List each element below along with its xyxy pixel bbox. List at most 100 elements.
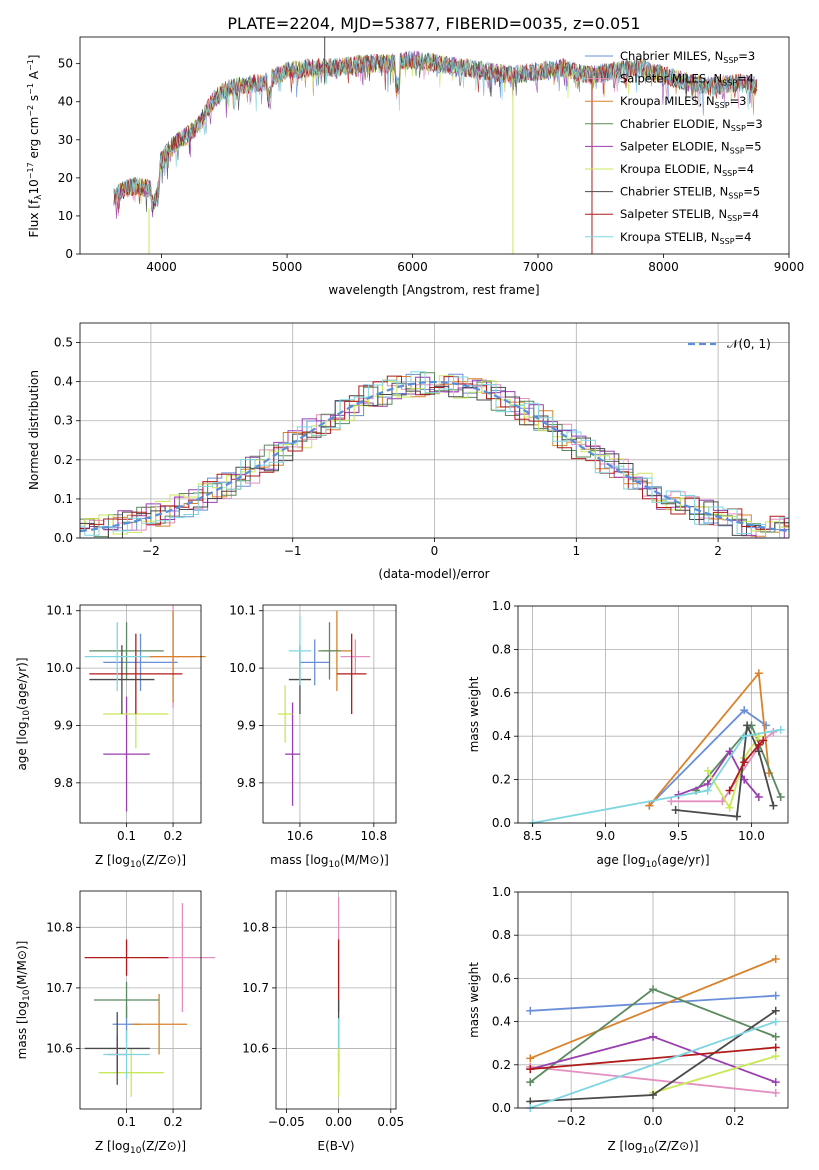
spectrum-line-chabrier_stelib (113, 51, 758, 213)
point-marker-kroupa_elodie (725, 803, 734, 812)
y-tick-label: 0.0 (492, 1101, 511, 1115)
y-tick-label: 10.1 (229, 604, 256, 618)
y-tick-label: 10.0 (46, 661, 73, 675)
legend-entry-chabrier_elodie: Chabrier ELODIE, NSSP=3 (620, 117, 763, 133)
y-axis-label: Normed distribution (27, 370, 41, 490)
legend-entry-chabrier_miles: Chabrier MILES, NSSP=3 (620, 49, 755, 65)
legend-entry-chabrier_stelib: Chabrier STELIB, NSSP=5 (620, 185, 760, 201)
legend-subscript: SSP (722, 169, 737, 178)
x-tick-label: 1 (572, 544, 580, 558)
y-tick-label: 0.8 (492, 642, 511, 656)
y-axis-label-part: ] (27, 55, 41, 60)
label-part: (age/yr)] (15, 657, 29, 709)
label-subscript: 10 (130, 860, 142, 870)
series-line-kroupa_stelib (530, 1020, 776, 1109)
age-vs-metallicity-panel: 0.1 0.29.89.910.010.1Z [log10(Z/Z⊙)]age [… (15, 604, 206, 870)
y-tick-label: 0.4 (492, 729, 511, 743)
histogram-chabrier_stelib (80, 382, 789, 539)
axes-frame (79, 604, 202, 824)
y-tick-label: 9.9 (54, 718, 73, 732)
legend-value: =3 (738, 49, 755, 63)
axes-frame (275, 890, 397, 1110)
point-marker-chabrier_stelib (649, 1091, 657, 1100)
label-part: mass [log (270, 853, 328, 867)
x-tick-label: 0.00 (325, 1115, 352, 1129)
point-marker-kroupa_miles (526, 1054, 535, 1063)
point-marker-salpeter_miles (667, 797, 676, 806)
y-tick-label: 1.0 (492, 885, 511, 899)
spectrum-line-salpeter_stelib (113, 51, 758, 213)
legend-value: =4 (737, 72, 754, 86)
y-tick-label: 0.2 (54, 453, 73, 467)
y-axis-label: mass weight (467, 962, 481, 1038)
y-tick-label: 50 (58, 57, 73, 71)
x-tick-label: 2 (714, 544, 722, 558)
x-tick-label: 0.2 (164, 1115, 183, 1129)
y-axis-label-part: A (27, 70, 41, 83)
x-axis-label: E(B-V) (317, 1139, 354, 1153)
point-marker-salpeter_elodie (725, 747, 734, 756)
x-tick-label: 0 (431, 544, 439, 558)
legend-entry-salpeter_miles: Salpeter MILES, NSSP=4 (620, 72, 754, 88)
point-marker-salpeter_stelib (771, 1043, 780, 1052)
point-marker-chabrier_stelib (732, 812, 741, 821)
y-tick-label: 0.2 (492, 773, 511, 787)
y-axis-label-part: 10 (27, 179, 41, 194)
legend-value: =5 (743, 185, 760, 199)
spectrum-line-kroupa_stelib (113, 50, 758, 208)
label-subscript: 10 (22, 989, 32, 1001)
series-line-kroupa_stelib (532, 728, 781, 824)
label-subscript: 10 (22, 710, 32, 722)
plot-area (518, 606, 788, 823)
mass-weight-vs-age-panel: 8.5 9.0 9.5 10.0 0.0 0.2 0.4 0.6 0.8 1.0 age [log1… (467, 599, 789, 870)
plot-area (276, 891, 396, 1109)
histogram-salpeter_stelib (80, 375, 789, 530)
legend-value: =4 (735, 230, 752, 244)
point-marker-kroupa_miles (771, 954, 780, 963)
x-tick-label: 0.05 (377, 1115, 404, 1129)
legend-text: Chabrier MILES, N (620, 49, 723, 63)
x-axis-label: (data-model)/error (378, 567, 489, 581)
legend-text: Kroupa MILES, N (620, 94, 715, 108)
y-axis-label: mass weight (467, 676, 481, 752)
x-axis-label: Z [log10(Z/Z⊙)] (95, 1139, 186, 1156)
y-tick-label: 0.5 (54, 336, 73, 350)
label-part: mass [log (15, 1001, 29, 1059)
legend-value: =4 (737, 162, 754, 176)
age-vs-mass-panel: 10.6 10.8 9.8 9.9 10.0 10.1 mass [log10(M/M⊙)] (229, 604, 397, 870)
y-axis-label-part: −2 (26, 105, 35, 117)
legend-subscript: SSP (731, 124, 746, 133)
legend-value: =5 (745, 139, 762, 153)
series-line-salpeter_miles (530, 1066, 776, 1094)
x-tick-label: 8000 (648, 260, 679, 274)
y-axis-label-part: −1 (26, 59, 35, 71)
mass-vs-metallicity-panel: 0.1 0.210.610.710.8Z [log10(Z/Z⊙)]mass [l… (15, 890, 215, 1156)
legend-subscript: SSP (720, 237, 735, 246)
label-part: age [log (15, 721, 29, 770)
y-tick-label: 0.6 (492, 971, 511, 985)
legend-subscript: SSP (727, 214, 742, 223)
label-part: age [log (596, 853, 645, 867)
label-part: (Z/Z⊙)] (141, 853, 186, 867)
legend-text: Chabrier STELIB, N (620, 185, 728, 199)
y-tick-label: 0.1 (54, 492, 73, 506)
y-tick-label: 9.8 (54, 776, 73, 790)
series-line-kroupa_miles (529, 958, 777, 1060)
legend-subscript: SSP (723, 56, 738, 65)
y-tick-label: 0.0 (492, 816, 511, 830)
axes-frame (79, 890, 202, 1110)
y-tick-label: 20 (58, 171, 73, 185)
x-tick-label: −0.05 (268, 1115, 305, 1129)
y-axis-label: Flux [fλ10−17 erg cm−2 s−1 A−1] (26, 55, 44, 238)
legend-text: Salpeter ELODIE, N (620, 139, 730, 153)
label-part: Z [log (95, 1139, 130, 1153)
x-tick-label: 9.5 (669, 829, 688, 843)
x-tick-label: 4000 (146, 260, 177, 274)
x-tick-label: 0.2 (164, 829, 183, 843)
point-marker-kroupa_stelib (703, 786, 712, 795)
series-line-kroupa_elodie (652, 1055, 776, 1094)
legend-subscript: SSP (715, 101, 730, 110)
x-tick-label: 10.8 (360, 829, 387, 843)
y-tick-label: 0.2 (492, 1058, 511, 1072)
